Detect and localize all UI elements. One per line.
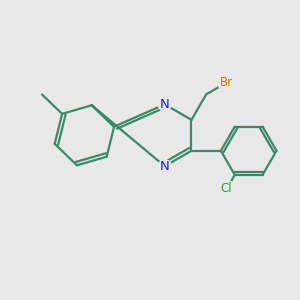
Circle shape xyxy=(158,160,171,173)
Circle shape xyxy=(218,74,235,91)
Text: N: N xyxy=(160,160,169,173)
Text: Br: Br xyxy=(220,76,233,89)
Text: Cl: Cl xyxy=(221,182,232,195)
Circle shape xyxy=(218,181,235,197)
Text: N: N xyxy=(160,98,169,111)
Circle shape xyxy=(158,98,171,111)
